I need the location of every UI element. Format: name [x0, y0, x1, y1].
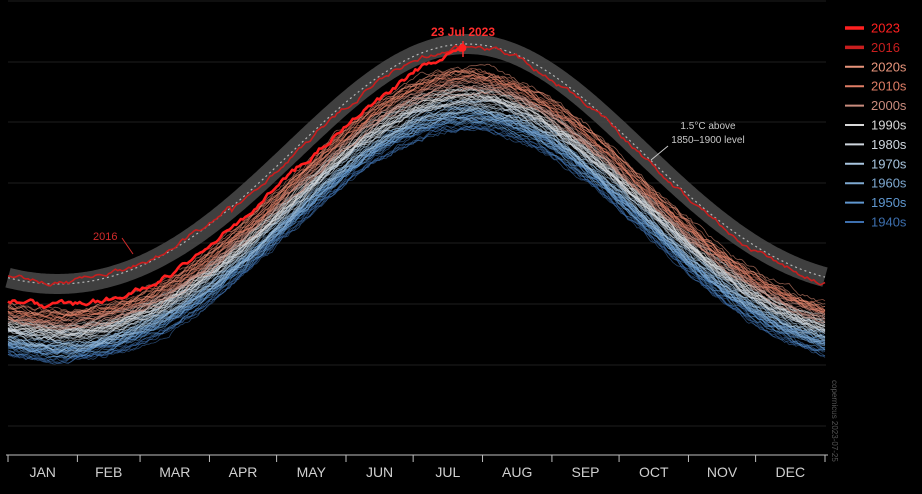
- decade-line-1970s: [7, 104, 826, 347]
- decade-line-2010s: [7, 79, 826, 324]
- decade-line-1960s: [7, 118, 826, 358]
- decade-line-1960s: [7, 111, 826, 354]
- legend-label: 1970s: [871, 156, 907, 171]
- credit-text: copernicus 2023-07-25: [830, 380, 839, 462]
- decade-line-2000s: [7, 91, 826, 331]
- decade-line-1970s: [7, 107, 826, 346]
- decade-line-2020s: [7, 68, 826, 316]
- peak-annotation: 23 Jul 2023: [431, 25, 495, 39]
- x-tick-label: MAR: [159, 464, 190, 480]
- legend-label: 2020s: [871, 59, 907, 74]
- decade-line-1940s: [7, 124, 826, 360]
- x-axis: JAN FEB MAR APR MAY JUN JUL AUG SEP OCT NOV DEC: [6, 454, 828, 480]
- annotations: 23 Jul 2023 2016 1.5°C above 1850–1900 l…: [93, 25, 839, 462]
- decade-line-2020s: [7, 71, 826, 316]
- year-2016-annotation: 2016: [93, 231, 117, 243]
- decade-line-2000s: [7, 85, 826, 330]
- decade-line-2000s: [7, 80, 826, 327]
- x-tick-label: MAY: [297, 464, 327, 480]
- x-tick-label: FEB: [95, 464, 122, 480]
- decade-line-1960s: [7, 114, 826, 355]
- x-tick-label: DEC: [776, 464, 806, 480]
- decade-line-1960s: [7, 115, 826, 354]
- decade-lines: [7, 63, 826, 365]
- x-tick-label: AUG: [502, 464, 532, 480]
- decade-line-1940s: [7, 127, 826, 363]
- decade-line-1940s: [8, 126, 826, 364]
- x-tick-label: JUN: [366, 464, 393, 480]
- threshold-annotation-line2: 1850–1900 level: [671, 135, 744, 146]
- highlight-lines: [7, 44, 826, 310]
- legend-label: 2023: [871, 21, 900, 36]
- decade-line-1970s: [7, 109, 826, 350]
- legend-label: 1940s: [871, 215, 907, 230]
- line-2016: [7, 44, 826, 287]
- x-tick-label: SEP: [571, 464, 599, 480]
- x-tick-label: OCT: [639, 464, 669, 480]
- legend-label: 2010s: [871, 79, 907, 94]
- legend: 2023 2016 2020s 2010s 2000s 1990s 1980s 1970s 19…: [845, 21, 907, 230]
- legend-label: 2000s: [871, 98, 907, 113]
- legend-label: 1990s: [871, 118, 907, 133]
- x-tick-label: JUL: [435, 464, 460, 480]
- x-tick-label: JAN: [29, 464, 55, 480]
- x-tick-label: APR: [229, 464, 258, 480]
- decade-line-2000s: [7, 80, 826, 327]
- threshold-band-path: [0, 34, 833, 294]
- decade-line-1970s: [7, 105, 825, 347]
- threshold-band: [0, 34, 833, 294]
- legend-label: 2016: [871, 40, 900, 55]
- threshold-leader: [650, 145, 669, 161]
- decade-line-1940s: [8, 114, 826, 354]
- legend-label: 1980s: [871, 137, 907, 152]
- threshold-dotted-line: [7, 43, 826, 285]
- decade-line-2010s: [7, 68, 826, 319]
- peak-dot: [458, 43, 467, 52]
- year-2016-leader: [121, 237, 134, 255]
- threshold-annotation-line1: 1.5°C above: [680, 121, 736, 132]
- decade-line-2010s: [7, 69, 826, 318]
- decade-line-1980s: [7, 101, 826, 342]
- x-tick-label: NOV: [707, 464, 738, 480]
- legend-label: 1960s: [871, 176, 907, 191]
- legend-label: 1950s: [871, 195, 907, 210]
- decade-line-1960s: [7, 107, 826, 353]
- line-2023: [7, 47, 464, 310]
- decade-line-1960s: [7, 107, 826, 348]
